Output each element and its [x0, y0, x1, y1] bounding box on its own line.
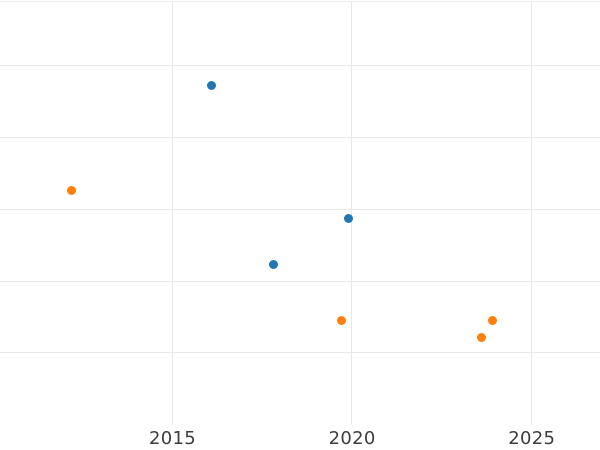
x-tick-label: 2015 [148, 428, 196, 449]
orange-series-point [487, 315, 497, 325]
y-gridline [0, 280, 600, 282]
plot-top-border [0, 1, 600, 2]
x-gridline [531, 1, 533, 425]
x-gridline [351, 1, 353, 425]
orange-series-point [67, 185, 77, 195]
y-gridline [0, 136, 600, 138]
orange-series-point [336, 315, 346, 325]
x-tick-label: 2020 [328, 428, 376, 449]
y-gridline [0, 208, 600, 210]
y-gridline [0, 352, 600, 354]
x-gridline [171, 1, 173, 425]
x-tick-label: 2025 [508, 428, 556, 449]
blue-series-point [207, 80, 217, 90]
orange-series-point [476, 332, 486, 342]
plot-area [0, 1, 600, 425]
y-gridline [0, 64, 600, 66]
blue-series-point [268, 260, 278, 270]
blue-series-point [344, 214, 353, 224]
